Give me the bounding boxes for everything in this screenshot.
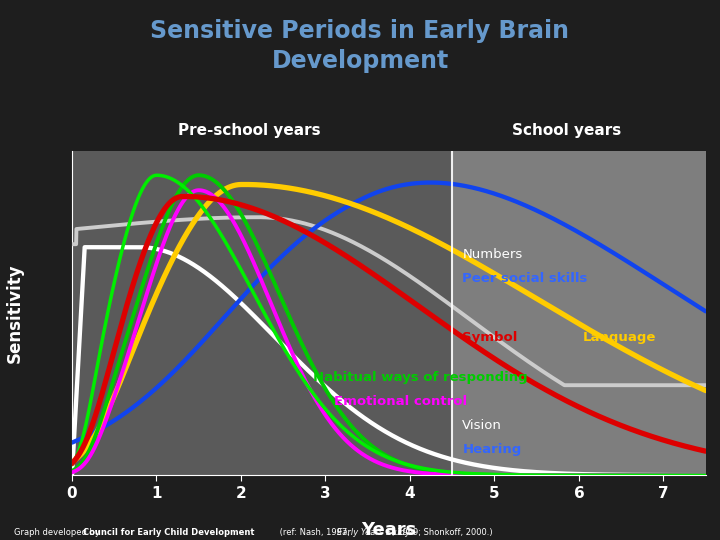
Text: , 1999; Shonkoff, 2000.): , 1999; Shonkoff, 2000.) (392, 528, 493, 537)
Text: (ref: Nash, 1997;: (ref: Nash, 1997; (277, 528, 353, 537)
Text: Years: Years (361, 521, 416, 538)
Text: Council for Early Child Development: Council for Early Child Development (83, 528, 254, 537)
Text: School years: School years (512, 123, 621, 138)
Bar (452, 151, 706, 475)
Bar (72, 151, 452, 475)
Text: Vision: Vision (462, 419, 502, 432)
Text: Sensitivity: Sensitivity (6, 264, 24, 363)
Text: Sensitive Periods in Early Brain
Development: Sensitive Periods in Early Brain Develop… (150, 19, 570, 72)
Text: Language: Language (583, 330, 657, 343)
Text: Hearing: Hearing (462, 443, 521, 456)
Text: Numbers: Numbers (462, 248, 523, 261)
Text: Habitual ways of responding: Habitual ways of responding (312, 371, 527, 384)
Text: Early Years Study: Early Years Study (337, 528, 410, 537)
Text: Graph developed by: Graph developed by (14, 528, 103, 537)
Text: Pre-school years: Pre-school years (178, 123, 320, 138)
Text: Peer social skills: Peer social skills (462, 272, 588, 285)
Text: Symbol: Symbol (462, 330, 518, 343)
Text: Emotional control: Emotional control (334, 395, 467, 408)
